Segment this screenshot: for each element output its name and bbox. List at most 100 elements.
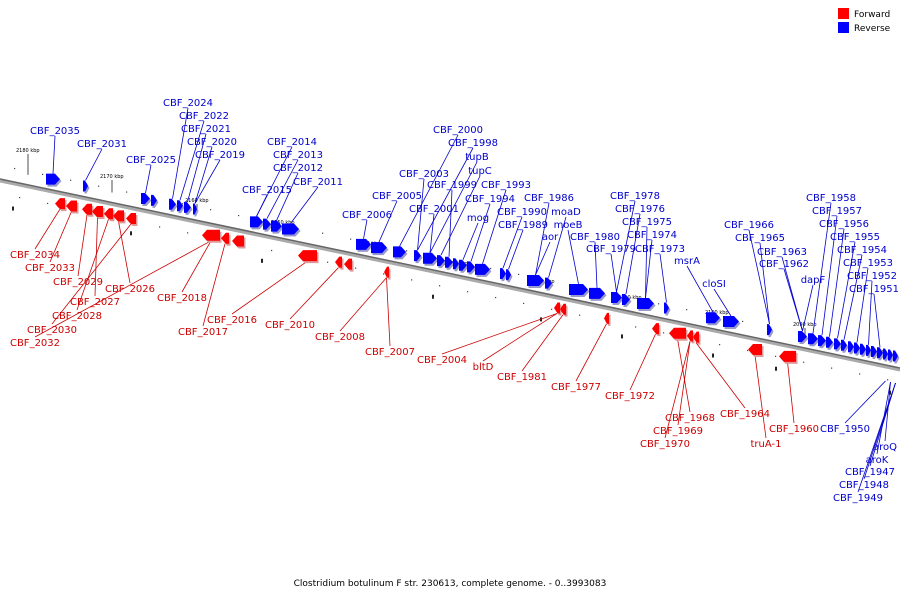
gene-label[interactable]: CBF_1953 xyxy=(843,258,893,269)
gene-label[interactable]: CBF_2016 xyxy=(207,315,257,326)
gene-label[interactable]: CBF_2017 xyxy=(178,327,228,338)
gene-label[interactable]: CBF_1947 xyxy=(845,467,895,478)
forward-gene-arrow[interactable] xyxy=(687,330,693,342)
forward-gene-arrow[interactable] xyxy=(669,327,686,339)
reverse-gene-arrow[interactable] xyxy=(500,268,506,280)
reverse-gene-arrow[interactable] xyxy=(46,173,60,185)
gene-label[interactable]: CBF_1954 xyxy=(837,245,887,256)
gene-label[interactable]: CBF_2012 xyxy=(273,163,323,174)
forward-gene-arrow[interactable] xyxy=(554,302,560,314)
reverse-gene-arrow[interactable] xyxy=(569,283,588,295)
gene-label[interactable]: CBF_1974 xyxy=(627,230,677,241)
gene-label[interactable]: CBF_2025 xyxy=(126,155,176,166)
forward-gene-arrow[interactable] xyxy=(55,198,65,210)
reverse-gene-arrow[interactable] xyxy=(193,203,197,215)
gene-label[interactable]: CBF_1958 xyxy=(806,193,856,204)
gene-label[interactable]: CBF_1960 xyxy=(769,424,819,435)
reverse-gene-arrow[interactable] xyxy=(527,274,544,286)
forward-gene-arrow[interactable] xyxy=(335,256,342,268)
reverse-gene-arrow[interactable] xyxy=(445,256,453,268)
gene-label[interactable]: CBF_2001 xyxy=(409,204,459,215)
gene-label[interactable]: bltD xyxy=(473,362,494,373)
gene-label[interactable]: CBF_2021 xyxy=(181,124,231,135)
reverse-gene-arrow[interactable] xyxy=(459,259,467,271)
gene-label[interactable]: CBF_1972 xyxy=(605,391,655,402)
gene-label[interactable]: CBF_2027 xyxy=(70,297,120,308)
gene-label[interactable]: CBF_1978 xyxy=(610,191,660,202)
reverse-gene-arrow[interactable] xyxy=(767,324,772,336)
gene-label[interactable]: CBF_1968 xyxy=(665,413,715,424)
gene-label[interactable]: CBF_2013 xyxy=(273,150,323,161)
gene-label[interactable]: CBF_1994 xyxy=(465,194,515,205)
reverse-gene-arrow[interactable] xyxy=(723,316,739,328)
gene-label[interactable]: CBF_2015 xyxy=(242,185,292,196)
reverse-gene-arrow[interactable] xyxy=(888,349,893,361)
gene-label[interactable]: CBF_2003 xyxy=(399,169,449,180)
reverse-gene-arrow[interactable] xyxy=(414,250,421,262)
forward-gene-arrow[interactable] xyxy=(779,350,796,362)
gene-label[interactable]: mog xyxy=(467,213,489,224)
gene-label[interactable]: CBF_2008 xyxy=(315,332,365,343)
reverse-gene-arrow[interactable] xyxy=(808,333,818,345)
gene-label[interactable]: CBF_1975 xyxy=(622,217,672,228)
forward-gene-arrow[interactable] xyxy=(126,213,136,225)
gene-label[interactable]: CBF_2007 xyxy=(365,347,415,358)
reverse-gene-arrow[interactable] xyxy=(506,269,511,281)
gene-label[interactable]: CBF_2010 xyxy=(265,320,315,331)
forward-gene-arrow[interactable] xyxy=(92,205,103,217)
reverse-gene-arrow[interactable] xyxy=(141,193,150,205)
gene-label[interactable]: CBF_1964 xyxy=(720,409,770,420)
gene-label[interactable]: CBF_1949 xyxy=(833,493,883,504)
forward-gene-arrow[interactable] xyxy=(652,323,659,335)
gene-label[interactable]: CBF_1973 xyxy=(635,244,685,255)
reverse-gene-arrow[interactable] xyxy=(151,194,157,206)
reverse-gene-arrow[interactable] xyxy=(877,347,883,359)
gene-label[interactable]: CBF_1962 xyxy=(759,259,809,270)
forward-gene-arrow[interactable] xyxy=(298,250,317,262)
reverse-gene-arrow[interactable] xyxy=(589,287,605,299)
reverse-gene-arrow[interactable] xyxy=(834,338,841,350)
gene-label[interactable]: CBF_1955 xyxy=(830,232,880,243)
reverse-gene-arrow[interactable] xyxy=(184,201,191,213)
reverse-gene-arrow[interactable] xyxy=(282,223,299,235)
reverse-gene-arrow[interactable] xyxy=(860,343,866,355)
reverse-gene-arrow[interactable] xyxy=(271,220,282,232)
reverse-gene-arrow[interactable] xyxy=(263,218,271,230)
forward-gene-arrow[interactable] xyxy=(202,229,220,241)
forward-gene-arrow[interactable] xyxy=(693,331,699,343)
gene-label[interactable]: CBF_1951 xyxy=(849,284,899,295)
gene-label[interactable]: CBF_2019 xyxy=(195,150,245,161)
reverse-gene-arrow[interactable] xyxy=(453,258,459,270)
gene-label[interactable]: cloSI xyxy=(702,279,726,290)
gene-label[interactable]: CBF_2029 xyxy=(53,277,103,288)
gene-label[interactable]: CBF_1966 xyxy=(724,220,774,231)
reverse-gene-arrow[interactable] xyxy=(871,346,877,358)
forward-gene-arrow[interactable] xyxy=(232,235,244,247)
gene-label[interactable]: CBF_1963 xyxy=(757,247,807,258)
gene-label[interactable]: CBF_1999 xyxy=(427,180,477,191)
gene-label[interactable]: msrA xyxy=(674,256,700,267)
gene-label[interactable]: CBF_2033 xyxy=(25,263,75,274)
reverse-gene-arrow[interactable] xyxy=(371,242,387,254)
reverse-gene-arrow[interactable] xyxy=(545,277,552,289)
gene-label[interactable]: CBF_1986 xyxy=(524,193,574,204)
gene-label[interactable]: CBF_1977 xyxy=(551,382,601,393)
gene-label[interactable]: CBF_1980 xyxy=(570,232,620,243)
reverse-gene-arrow[interactable] xyxy=(611,291,622,303)
gene-label[interactable]: CBF_1990 xyxy=(497,207,547,218)
gene-label[interactable]: CBF_1989 xyxy=(498,220,548,231)
reverse-gene-arrow[interactable] xyxy=(437,255,445,267)
gene-label[interactable]: CBF_1950 xyxy=(820,424,870,435)
reverse-gene-arrow[interactable] xyxy=(177,200,183,212)
gene-label[interactable]: tupB xyxy=(465,152,489,163)
reverse-gene-arrow[interactable] xyxy=(841,339,847,351)
forward-gene-arrow[interactable] xyxy=(104,208,113,220)
gene-label[interactable]: aroK xyxy=(866,455,889,466)
reverse-gene-arrow[interactable] xyxy=(637,298,654,310)
gene-label[interactable]: CBF_1969 xyxy=(653,426,703,437)
gene-label[interactable]: CBF_2014 xyxy=(267,137,317,148)
gene-label[interactable]: CBF_1981 xyxy=(497,372,547,383)
reverse-gene-arrow[interactable] xyxy=(467,261,475,273)
gene-label[interactable]: CBF_1993 xyxy=(481,180,531,191)
forward-gene-arrow[interactable] xyxy=(748,344,762,356)
